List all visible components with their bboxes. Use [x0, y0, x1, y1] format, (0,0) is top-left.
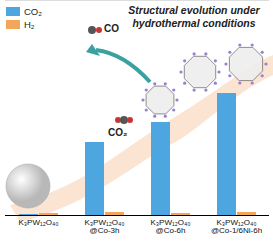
svg-text:K₃PW₁₂O₄₀@Co-3h: K₃PW₁₂O₄₀@Co-3h — [84, 218, 124, 235]
svg-text:K₃PW₁₂O₄₀@Co-6h: K₃PW₁₂O₄₀@Co-6h — [150, 218, 190, 235]
html-text:H₂: H₂ — [24, 18, 35, 30]
html-text:CO₂: CO₂ — [108, 127, 128, 138]
html-text:CO₂: CO₂ — [24, 6, 42, 17]
html-text:Structural evolution under hyd: Structural evolution under hydrothermal … — [128, 4, 260, 29]
svg-text:K₃PW₁₂O₄₀@Co-1/6Ni-6h: K₃PW₁₂O₄₀@Co-1/6Ni-6h — [211, 218, 262, 235]
svg-text:K₃PW₁₂O₄₀: K₃PW₁₂O₄₀ — [18, 218, 58, 227]
html-text:CO: CO — [104, 23, 119, 34]
